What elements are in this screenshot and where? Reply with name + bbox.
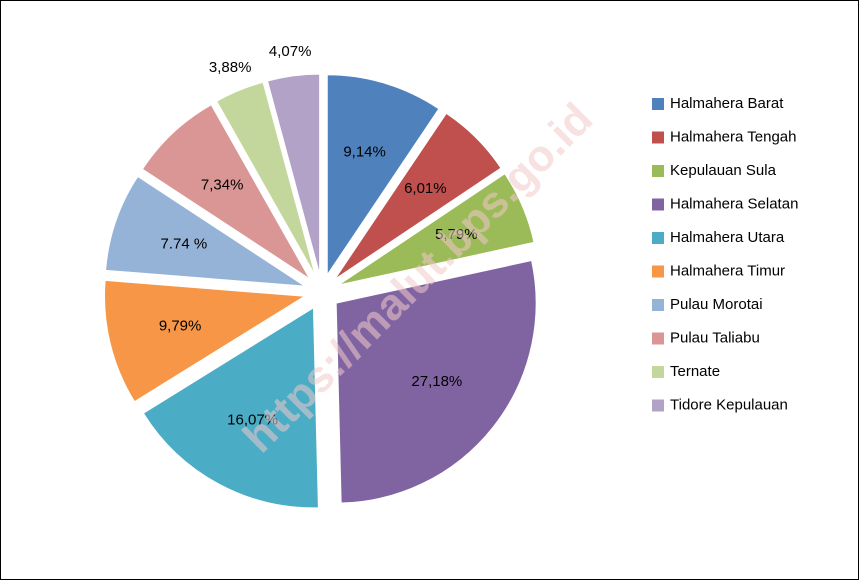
legend-swatch xyxy=(652,299,664,311)
pie: 9,14% 6,01% 5,79% 27,18% 16,07% 9,79% 7.74 % 7,… xyxy=(104,43,537,509)
legend-swatch xyxy=(652,198,664,211)
legend-label: Halmahera Selatan xyxy=(670,195,798,212)
pie-slice xyxy=(142,306,319,509)
legend-swatch xyxy=(652,332,664,345)
data-label: 9,14% xyxy=(343,143,386,160)
legend-label: Halmahera Barat xyxy=(670,95,784,112)
legend-swatch xyxy=(652,232,664,244)
data-label: 4,07% xyxy=(269,43,312,60)
legend-swatch xyxy=(652,165,664,177)
legend-swatch xyxy=(652,265,664,278)
legend-label: Kepulauan Sula xyxy=(670,162,777,179)
pie-slice xyxy=(105,175,306,287)
legend-label: Halmahera Tengah xyxy=(670,128,796,145)
data-label: 9,79% xyxy=(159,317,202,334)
legend-label: Pulau Taliabu xyxy=(670,329,760,346)
legend-swatch xyxy=(652,131,664,144)
data-label: 7.74 % xyxy=(161,236,208,253)
data-label: 3,88% xyxy=(209,59,252,76)
legend-label: Halmahera Timur xyxy=(670,262,785,279)
data-label: 27,18% xyxy=(411,373,462,390)
data-label: 5,79% xyxy=(435,226,478,243)
pie-slice xyxy=(266,73,321,275)
pie-slice xyxy=(104,279,307,403)
data-label: 7,34% xyxy=(201,176,244,193)
legend: Halmahera Barat Halmahera Tengah Kepulauan… xyxy=(652,95,798,413)
pie-slice xyxy=(215,81,316,276)
pie-slice xyxy=(338,173,535,286)
pie-slice xyxy=(326,74,440,277)
legend-label: Ternate xyxy=(670,363,720,380)
legend-swatch xyxy=(652,399,664,412)
pie-slice xyxy=(334,112,502,280)
pie-slice xyxy=(141,104,311,280)
legend-swatch xyxy=(652,98,664,110)
data-label: 6,01% xyxy=(404,180,447,197)
data-label: 16,07% xyxy=(227,411,278,428)
legend-swatch xyxy=(652,366,664,378)
legend-label: Tidore Kepulauan xyxy=(670,396,788,413)
pie-slice xyxy=(335,259,537,504)
legend-label: Halmahera Utara xyxy=(670,229,785,246)
legend-label: Pulau Morotai xyxy=(670,296,763,313)
